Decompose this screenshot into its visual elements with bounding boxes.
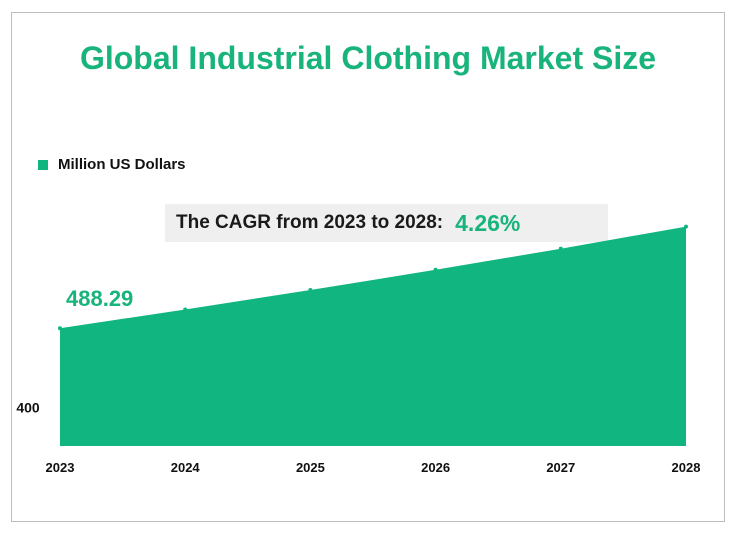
data-label-2023: 488.29 [66,286,133,311]
chart-title: Global Industrial Clothing Market Size [79,40,657,76]
x-tick-label-2025: 2025 [296,460,325,475]
legend-swatch [38,159,48,170]
x-tick-label-2026: 2026 [421,460,450,475]
data-point-2026 [433,267,438,272]
chart-frame [11,12,725,522]
data-point-2027 [558,246,563,251]
legend-label: Million US Dollars [58,156,186,173]
y-tick-label-400: 400 [16,399,40,415]
x-tick-label-2028: 2028 [672,460,701,475]
x-tick-label-2027: 2027 [546,460,575,475]
cagr-box: The CAGR from 2023 to 2028: 4.26% [165,204,608,242]
area-series [60,226,686,446]
cagr-label: The CAGR from 2023 to 2028: [176,212,444,233]
legend: Million US Dollars [38,156,186,173]
data-point-2028 [684,224,688,229]
x-tick-label-2024: 2024 [171,460,201,475]
data-point-2025 [308,288,313,293]
x-tick-label-2023: 2023 [46,460,75,475]
cagr-value: 4.26% [455,209,521,236]
data-point-2024 [183,307,188,312]
data-point-2023 [58,326,62,331]
